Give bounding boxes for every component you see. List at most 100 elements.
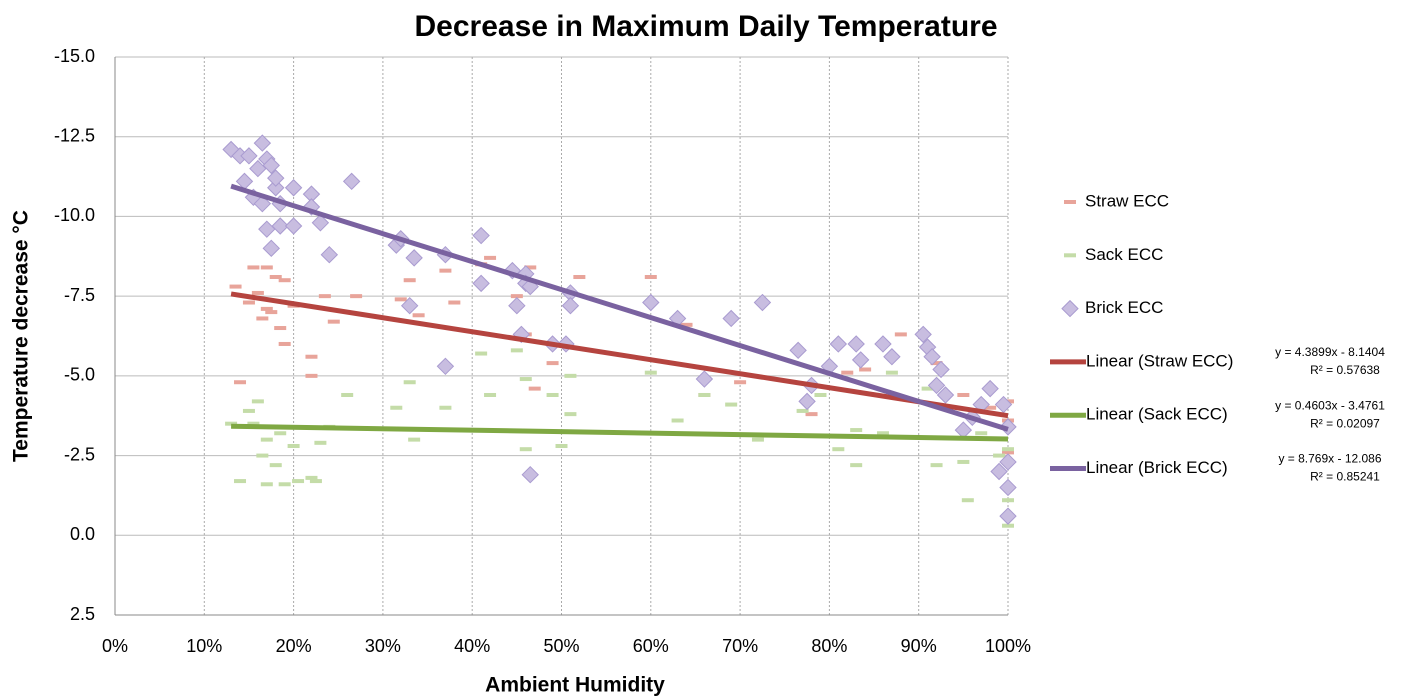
x-tick-label: 90% [901, 636, 937, 656]
point [874, 335, 892, 353]
point [408, 437, 421, 442]
trend-r2: R² = 0.02097 [1310, 416, 1380, 430]
point [734, 380, 747, 385]
point [475, 351, 488, 356]
point [512, 325, 531, 344]
x-tick-label: 80% [811, 636, 847, 656]
point [751, 437, 764, 442]
legend-label: Linear (Brick ECC) [1086, 458, 1228, 477]
point [225, 421, 238, 426]
point [436, 357, 455, 375]
y-tick-label: -5.0 [64, 365, 95, 385]
point [1002, 498, 1014, 503]
point [267, 169, 285, 187]
point [546, 361, 559, 366]
trend-equation: y = 8.769x - 12.086 [1278, 452, 1381, 466]
point [262, 156, 280, 175]
y-tick-label: 0.0 [70, 524, 95, 544]
point [472, 226, 490, 245]
point [725, 402, 738, 407]
point [954, 421, 973, 439]
point [251, 399, 264, 404]
point [327, 319, 340, 324]
point [222, 140, 240, 159]
point [851, 351, 870, 369]
point [519, 377, 532, 382]
x-tick-label: 70% [722, 636, 758, 656]
point [1002, 450, 1014, 455]
point [260, 306, 273, 311]
point [521, 465, 539, 484]
point [573, 275, 586, 280]
point [994, 395, 1013, 414]
point [390, 405, 403, 410]
point [412, 313, 425, 318]
legend-label: Straw ECC [1085, 191, 1169, 210]
x-tick-label: 40% [454, 636, 490, 656]
point [240, 147, 258, 165]
point [847, 335, 865, 353]
y-tick-label: -15.0 [54, 46, 95, 66]
legend-label: Linear (Sack ECC) [1086, 405, 1228, 424]
point [555, 444, 568, 449]
point [680, 322, 693, 327]
point [274, 431, 287, 436]
point [311, 214, 330, 232]
chart-title: Decrease in Maximum Daily Temperature [414, 10, 997, 43]
point [278, 482, 291, 487]
point [921, 386, 934, 391]
trend-r2: R² = 0.57638 [1310, 363, 1380, 377]
point [936, 386, 955, 404]
trend-equation: y = 0.4603x - 3.4761 [1275, 398, 1385, 412]
point [990, 462, 1008, 481]
point [247, 265, 260, 270]
point [305, 475, 318, 480]
y-tick-label: -2.5 [64, 444, 95, 464]
y-tick-label: -7.5 [64, 285, 95, 305]
point [859, 367, 872, 372]
point [524, 265, 537, 270]
x-tick-label: 30% [365, 636, 401, 656]
trendline [230, 183, 1009, 432]
legend-label: Brick ECC [1085, 298, 1163, 317]
point [930, 463, 943, 468]
point [914, 325, 932, 344]
point [671, 418, 684, 423]
legend-label: Sack ECC [1085, 245, 1163, 264]
point [850, 463, 863, 468]
point [885, 370, 898, 375]
point [508, 297, 526, 315]
y-axis-title: Temperature decrease °C [10, 210, 33, 462]
point [320, 245, 339, 264]
point [472, 274, 490, 293]
point [229, 284, 242, 289]
point [242, 300, 255, 305]
grid [114, 56, 1009, 616]
x-tick-label: 0% [102, 636, 128, 656]
point [841, 370, 854, 375]
point [695, 370, 714, 388]
point [274, 326, 287, 331]
trendline [231, 423, 1009, 442]
point [814, 392, 827, 397]
point [722, 309, 740, 328]
point [561, 297, 580, 315]
point [510, 294, 523, 299]
point [256, 453, 269, 458]
trendline [230, 291, 1009, 419]
point [789, 341, 807, 360]
point [1002, 447, 1014, 452]
point [957, 459, 970, 464]
legend-marker [1064, 200, 1076, 204]
point [932, 360, 950, 379]
trend-r2: R² = 0.85241 [1310, 470, 1380, 484]
point [999, 507, 1017, 525]
point [342, 172, 361, 191]
point [403, 380, 416, 385]
point [305, 373, 318, 378]
y-tick-label: 2.5 [70, 604, 95, 624]
y-tick-label: -12.5 [54, 125, 95, 145]
point [234, 479, 247, 484]
point [405, 249, 423, 267]
legend-marker [1061, 299, 1079, 318]
